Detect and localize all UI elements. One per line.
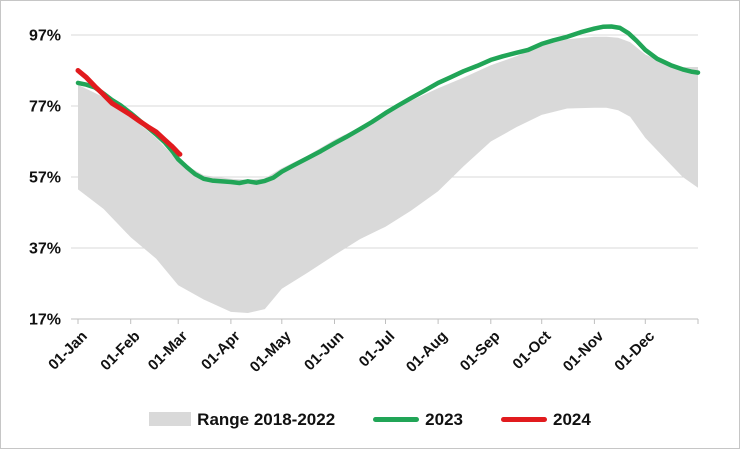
x-tick-label: 01-Mar [145, 328, 191, 374]
range-band-area [78, 36, 698, 314]
y-axis-labels: 97% 77% 57% 37% 17% [29, 28, 61, 329]
legend-item-range: Range 2018-2022 [149, 411, 335, 428]
x-tick-label: 01-Jan [45, 328, 91, 374]
x-tick-label: 01-Apr [198, 328, 244, 374]
range-band-swatch [149, 412, 192, 426]
series-2023-swatch [373, 416, 420, 422]
x-axis [71, 318, 699, 324]
y-tick-label: 77% [29, 99, 61, 116]
series-lines [75, 24, 701, 186]
y-tick-label: 57% [29, 170, 61, 187]
x-axis-labels: 01-Jan 01-Feb 01-Mar 01-Apr 01-May 01-Jun 01-J… [45, 327, 658, 375]
range-band [78, 36, 698, 314]
legend: Range 2018-2022 2023 2024 [1, 402, 739, 436]
legend-item-2024: 2024 [500, 409, 591, 429]
chart-canvas: 97% 77% 57% 37% 17% 01-Jan 01-Feb 01-Mar 01-Apr… [29, 24, 701, 376]
x-tick-label: 01-Oct [509, 328, 554, 373]
y-tick-label: 97% [29, 28, 61, 45]
legend-item-2023: 2023 [373, 411, 463, 428]
x-tick-label: 01-Jun [301, 328, 347, 374]
legend-label-2024: 2024 [552, 409, 591, 429]
series-2024-swatch [500, 416, 547, 422]
x-tick-label: 01-Aug [403, 328, 451, 376]
x-tick-label: 01-Jul [356, 328, 399, 371]
x-tick-label: 01-Feb [97, 328, 143, 374]
x-tick-label: 01-May [247, 327, 295, 375]
y-tick-label: 17% [29, 312, 61, 329]
x-tick-label: 01-Nov [560, 327, 608, 375]
legend-label-2023: 2023 [425, 409, 463, 429]
x-tick-label: 01-Sep [457, 328, 504, 375]
legend-label-range: Range 2018-2022 [197, 409, 336, 429]
x-tick-label: 01-Dec [611, 328, 658, 375]
series-2024-line [75, 68, 183, 157]
y-tick-label: 37% [29, 241, 61, 258]
